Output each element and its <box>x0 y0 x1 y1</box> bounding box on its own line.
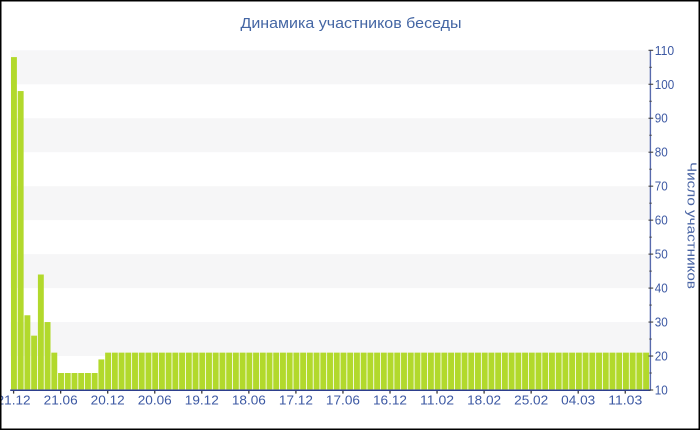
svg-text:20.12: 20.12 <box>91 393 125 408</box>
svg-text:20: 20 <box>655 349 668 364</box>
svg-text:60: 60 <box>655 213 668 228</box>
svg-text:25.02: 25.02 <box>514 393 548 408</box>
svg-text:40: 40 <box>655 281 668 296</box>
svg-text:17.12: 17.12 <box>279 393 313 408</box>
svg-text:90: 90 <box>655 111 668 126</box>
svg-text:21.12: 21.12 <box>0 393 31 408</box>
svg-text:11.03: 11.03 <box>608 393 642 408</box>
svg-text:50: 50 <box>655 247 668 262</box>
svg-text:Динамика участников беседы: Динамика участников беседы <box>241 16 462 32</box>
svg-text:10: 10 <box>655 383 668 398</box>
svg-text:80: 80 <box>655 145 668 160</box>
svg-text:110: 110 <box>655 43 674 58</box>
svg-text:16.12: 16.12 <box>373 393 407 408</box>
svg-text:30: 30 <box>655 315 668 330</box>
svg-text:70: 70 <box>655 179 668 194</box>
svg-text:21.06: 21.06 <box>44 393 78 408</box>
svg-text:04.03: 04.03 <box>561 393 595 408</box>
svg-text:18.06: 18.06 <box>232 393 266 408</box>
svg-text:19.12: 19.12 <box>185 393 219 408</box>
svg-text:20.06: 20.06 <box>138 393 172 408</box>
svg-text:Число участников: Число участников <box>684 162 699 289</box>
svg-text:17.06: 17.06 <box>326 393 360 408</box>
svg-text:100: 100 <box>655 77 674 92</box>
svg-text:18.02: 18.02 <box>467 393 501 408</box>
svg-text:11.02: 11.02 <box>420 393 454 408</box>
